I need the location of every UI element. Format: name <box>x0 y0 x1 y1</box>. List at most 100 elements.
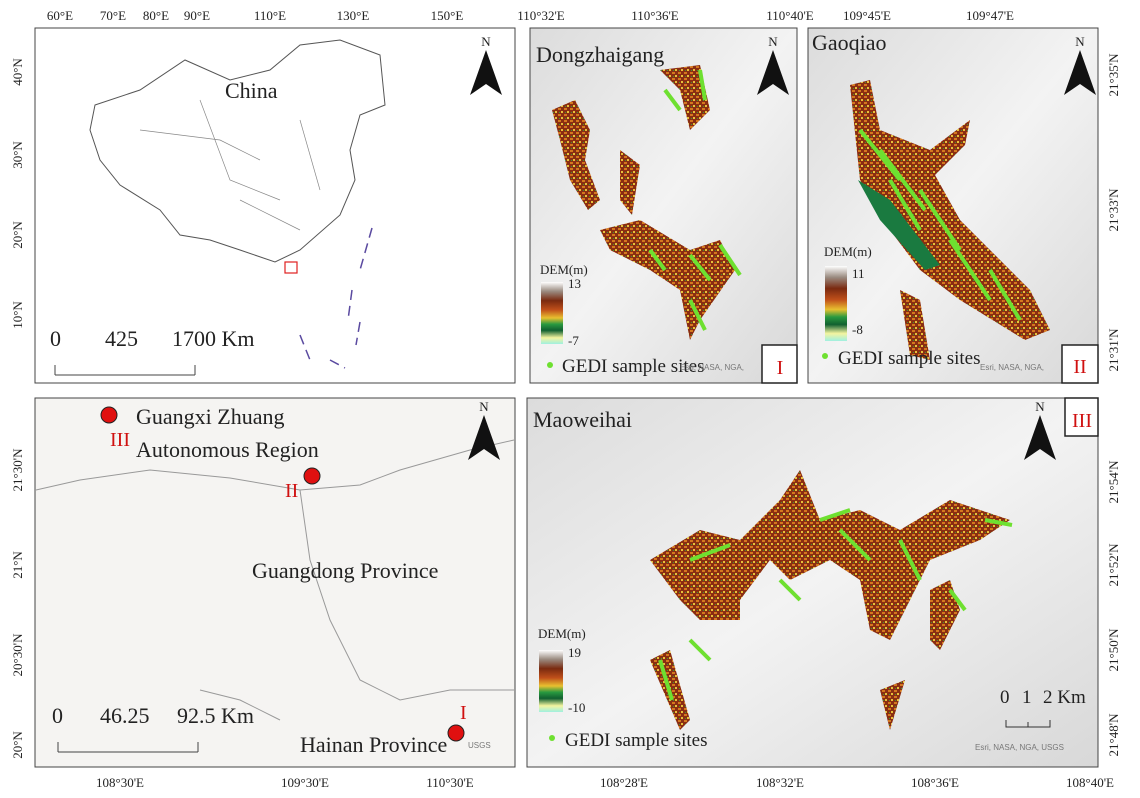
north-label: N <box>479 399 489 414</box>
scale-label: 46.25 <box>100 703 150 728</box>
scale-label: 1 <box>1022 687 1032 708</box>
legend-min: -10 <box>568 700 585 715</box>
tick-label: 110°30'E <box>426 775 474 790</box>
tick-label: 70°E <box>100 8 126 23</box>
maoweihai-panel <box>526 397 1099 768</box>
tick-label: 130°E <box>337 8 370 23</box>
place-label: Autonomous Region <box>136 437 319 462</box>
tick-label: 21°35'N <box>1106 53 1121 97</box>
mangrove-area <box>858 180 940 270</box>
legend-label: GEDI sample sites <box>838 348 980 369</box>
tick-label: 40°N <box>10 58 25 86</box>
credit: USGS <box>468 741 491 750</box>
tick-label: 109°30'E <box>281 775 329 790</box>
legend-max: 11 <box>852 266 865 281</box>
panel-title: Gaoqiao <box>812 30 887 55</box>
north-label: N <box>1075 34 1085 49</box>
tick-label: 108°32'E <box>756 775 804 790</box>
legend-title: DEM(m) <box>824 244 872 259</box>
north-arrow <box>1024 415 1056 460</box>
tick-label: 80°E <box>143 8 169 23</box>
legend-title: DEM(m) <box>538 626 586 641</box>
site-marker <box>100 406 118 424</box>
north-arrow <box>470 50 502 95</box>
study-area-box <box>284 261 298 274</box>
legend-label: GEDI sample sites <box>562 356 704 377</box>
tick-label: 108°40'E <box>1066 775 1114 790</box>
gedi-tracks <box>658 508 1013 701</box>
tick-label: 21°48'N <box>1106 713 1121 757</box>
tick-label: 108°28'E <box>600 775 648 790</box>
scale-label: 2 Km <box>1043 687 1086 708</box>
legend-dot <box>549 735 555 741</box>
north-arrow <box>1064 50 1096 95</box>
tick-label: 110°32'E <box>517 8 565 23</box>
scale-label: 425 <box>105 326 138 351</box>
tick-label: 20°30'N <box>10 633 25 677</box>
credit: Esri, NASA, NGA, USGS <box>975 743 1064 752</box>
place-label: Hainan Province <box>300 732 447 757</box>
tick-label: 30°N <box>10 141 25 169</box>
legend-title: DEM(m) <box>540 262 588 277</box>
mangrove-area <box>552 65 735 340</box>
site-id: I <box>460 702 467 724</box>
tick-label: 20°N <box>10 221 25 249</box>
north-label: N <box>481 34 491 49</box>
dem-legend-bar <box>825 266 847 341</box>
tick-label: 21°33'N <box>1106 188 1121 232</box>
tick-label: 21°31'N <box>1106 328 1121 372</box>
panel-title: Dongzhaigang <box>536 42 664 67</box>
tick-label: 21°30'N <box>10 448 25 492</box>
legend-dot <box>822 353 828 359</box>
tick-label: 110°40'E <box>766 8 814 23</box>
site-box <box>1064 397 1099 437</box>
gedi-tracks <box>858 128 1022 322</box>
credit: Esri, NASA, NGA, <box>680 363 744 372</box>
tick-label: 21°N <box>10 551 25 579</box>
china-outline <box>89 39 386 263</box>
tick-label: 60°E <box>47 8 73 23</box>
scale-label: 0 <box>52 703 63 728</box>
credit: Esri, NASA, NGA, <box>980 363 1044 372</box>
site-id: III <box>110 429 130 451</box>
legend-min: -7 <box>568 333 579 348</box>
site-box <box>1061 344 1099 384</box>
dem-legend-bar <box>541 282 563 344</box>
dem-legend-bar <box>539 650 563 712</box>
site-marker <box>447 724 465 742</box>
scale-label: 92.5 Km <box>177 703 254 728</box>
legend-label: GEDI sample sites <box>565 730 707 751</box>
legend-max: 13 <box>568 276 581 291</box>
site-id: II <box>285 480 298 502</box>
site-id: II <box>1073 356 1086 378</box>
panel-title: Maoweihai <box>533 407 632 432</box>
tick-label: 10°N <box>10 301 25 329</box>
china-label: China <box>225 78 278 103</box>
site-id: III <box>1072 410 1092 432</box>
tick-label: 109°47'E <box>966 8 1014 23</box>
tick-label: 110°E <box>254 8 286 23</box>
scale-label: 1700 Km <box>172 326 255 351</box>
site-id: I <box>777 357 784 379</box>
coastline <box>35 439 515 721</box>
legend-min: -8 <box>852 322 863 337</box>
tick-label: 108°30'E <box>96 775 144 790</box>
site-marker <box>303 467 321 485</box>
tick-label: 150°E <box>431 8 464 23</box>
dongzhaigang-panel <box>529 27 798 384</box>
tick-label: 109°45'E <box>843 8 891 23</box>
gedi-tracks <box>648 69 742 331</box>
tick-label: 21°52'N <box>1106 543 1121 587</box>
scale-label: 0 <box>1000 687 1010 708</box>
north-label: N <box>1035 399 1045 414</box>
tick-label: 110°36'E <box>631 8 679 23</box>
place-label: Guangdong Province <box>252 558 438 583</box>
tick-label: 90°E <box>184 8 210 23</box>
nine-dash-line <box>299 227 373 369</box>
tick-label: 21°54'N <box>1106 460 1121 504</box>
legend-max: 19 <box>568 645 581 660</box>
tick-label: 21°50'N <box>1106 628 1121 672</box>
scale-label: 0 <box>50 326 61 351</box>
province-borders <box>139 99 321 231</box>
